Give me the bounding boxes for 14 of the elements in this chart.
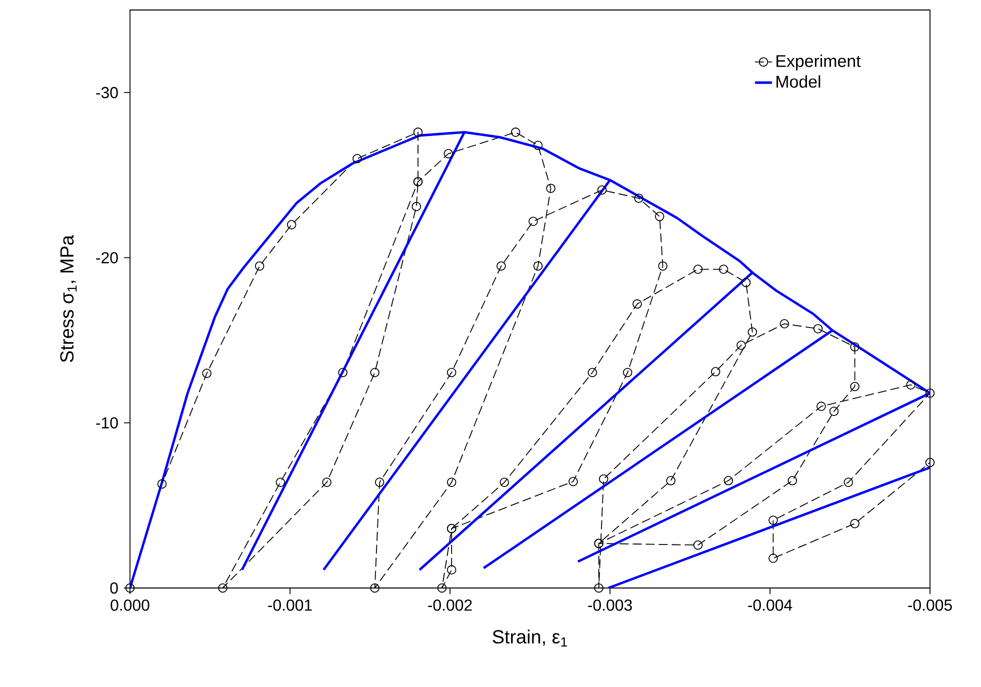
y-tick-label: -20 [96,252,118,264]
x-tick-label: -0.004 [748,600,792,611]
x-tick-label: -0.002 [428,600,472,611]
x-axis-title: Strain, ε$_{1}$ [492,630,567,647]
legend-label: Experiment [776,54,861,70]
legend-label: Model [776,75,820,88]
y-axis-title: Stress σ$_{1}$, MPa [60,235,77,362]
x-tick-label: -0.001 [268,600,312,611]
x-tick-label: -0.003 [588,600,632,611]
y-tick-label: -10 [96,417,118,428]
y-tick-label: 0 [110,582,118,594]
y-tick-label: -30 [96,86,118,98]
x-tick-label: -0.005 [908,600,952,611]
x-tick-label: 0.000 [110,600,150,611]
